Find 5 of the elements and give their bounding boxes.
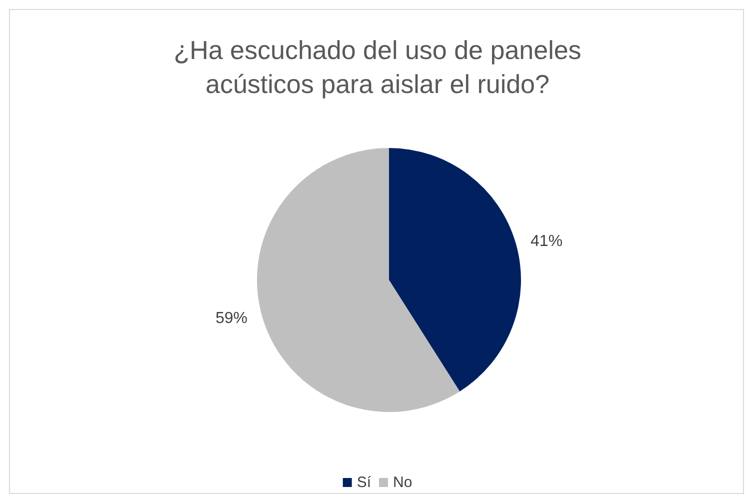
data-label: 59% <box>215 310 248 327</box>
chart-title: ¿Ha escuchado del uso de paneles acústicos para aislar el ruido? <box>174 35 582 99</box>
legend-label: No <box>393 474 412 491</box>
data-label: 41% <box>530 233 563 250</box>
legend-label: Sí <box>356 474 372 491</box>
